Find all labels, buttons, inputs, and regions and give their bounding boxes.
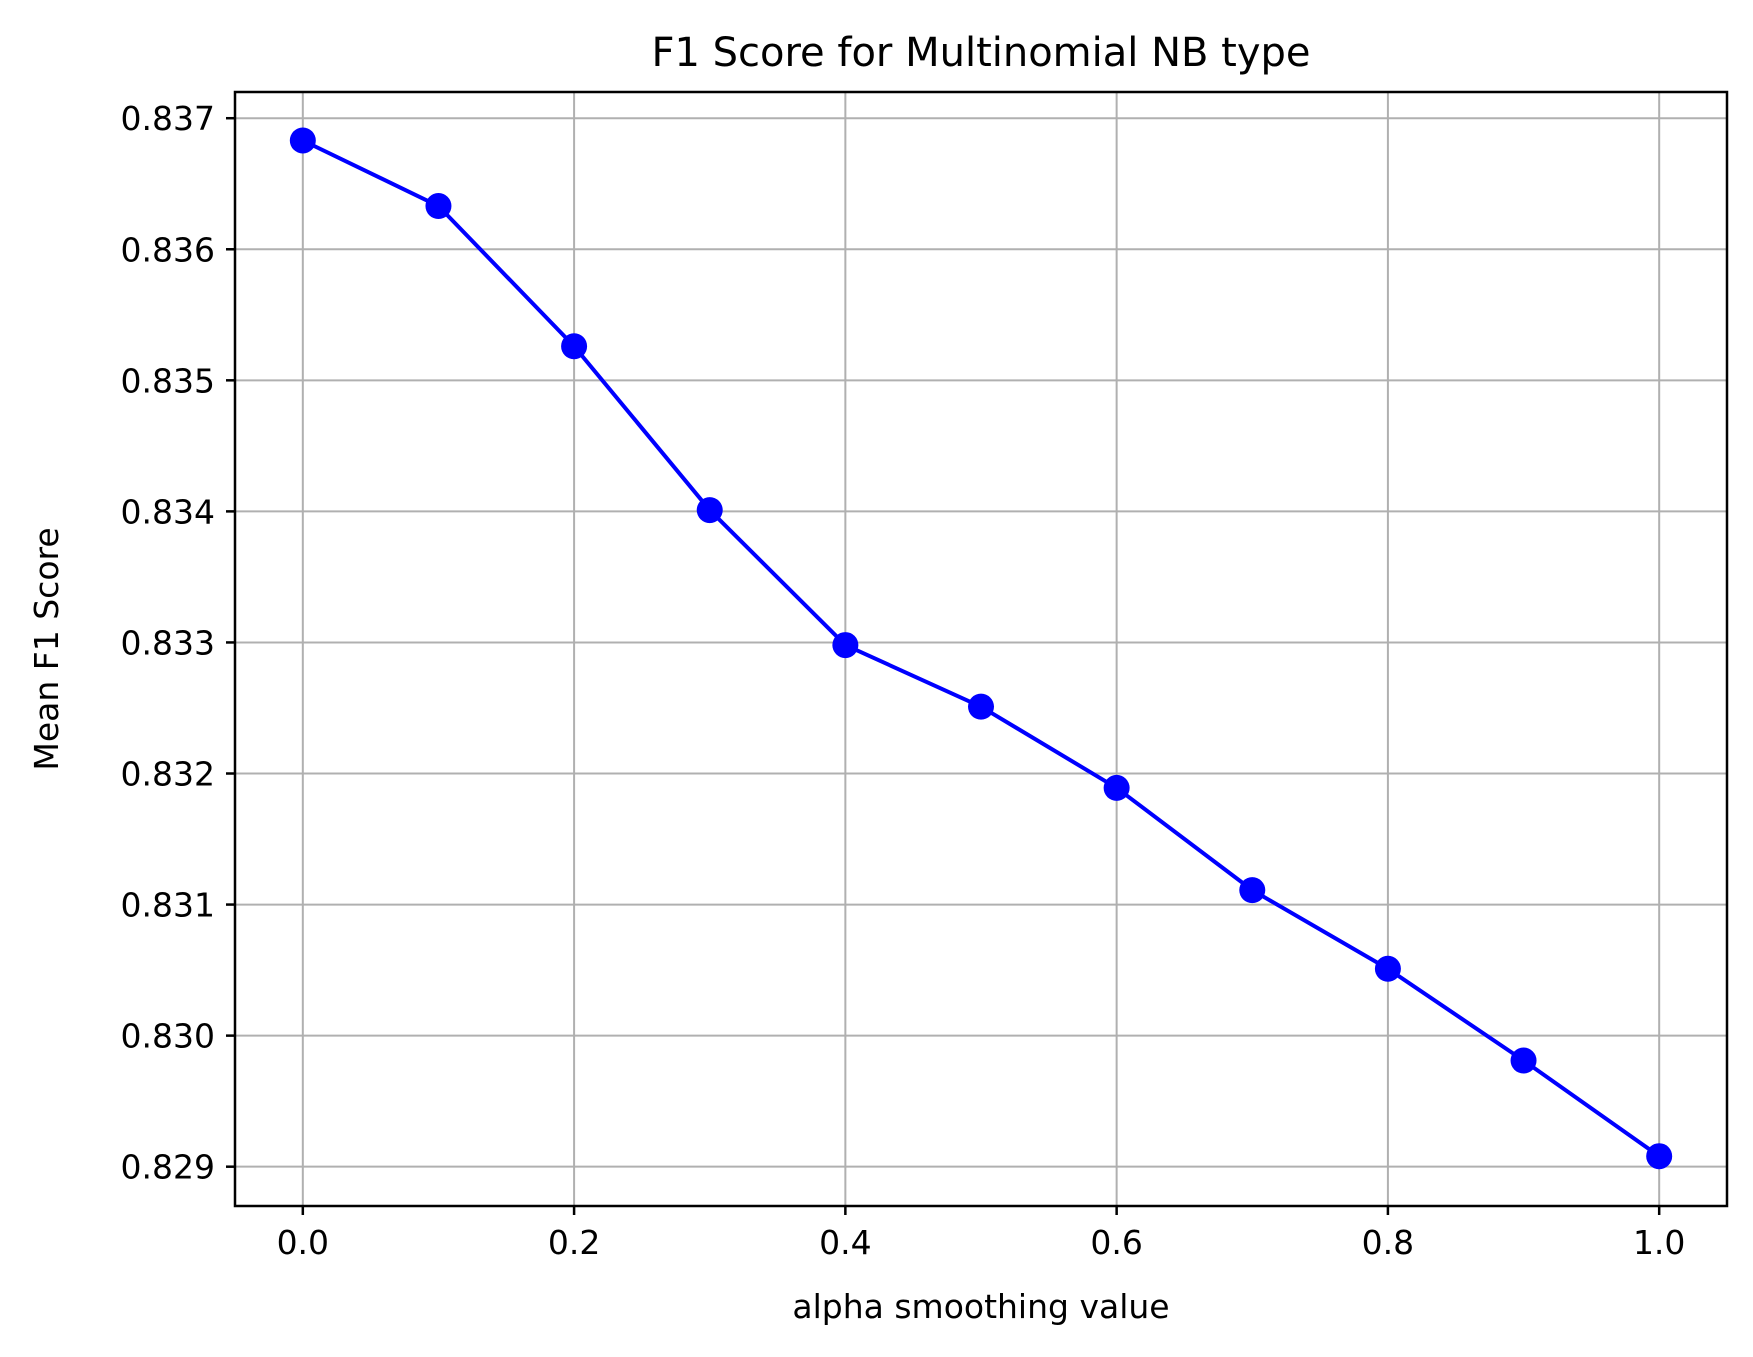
data-point-marker — [561, 333, 588, 360]
y-axis-label: Mean F1 Score — [27, 527, 66, 770]
data-point-marker — [289, 127, 316, 154]
y-tick-label: 0.835 — [121, 361, 215, 400]
grid — [235, 92, 1727, 1206]
data-point-marker — [1103, 774, 1130, 801]
y-tick-label: 0.833 — [121, 623, 215, 662]
y-tick-label: 0.832 — [121, 755, 215, 794]
x-tick-label: 0.0 — [277, 1223, 329, 1262]
data-point-marker — [968, 693, 994, 720]
y-tick-label: 0.834 — [121, 492, 215, 531]
data-point-marker — [832, 632, 859, 659]
x-tick-label: 0.6 — [1090, 1223, 1142, 1262]
series-layer — [289, 127, 1673, 1170]
data-point-marker — [1374, 955, 1401, 982]
plot-area-border — [233, 90, 1729, 1208]
y-tick-label: 0.837 — [121, 99, 215, 138]
x-tick-label: 1.0 — [1633, 1223, 1685, 1262]
y-tick-label: 0.836 — [121, 230, 215, 269]
x-axis-label: alpha smoothing value — [792, 1287, 1169, 1326]
chart-title: F1 Score for Multinomial NB type — [651, 30, 1310, 76]
data-point-marker — [1239, 877, 1266, 904]
tick-layer: 0.0 0.2 0.4 0.6 0.8 1.0 0.829 0.830 0.831 0.832 0.… — [121, 99, 1686, 1262]
x-tick-label: 0.8 — [1362, 1223, 1414, 1262]
x-tick-label: 0.2 — [548, 1223, 600, 1262]
data-point-marker — [696, 497, 723, 524]
plot-frame — [233, 90, 1729, 1208]
y-tick-label: 0.830 — [121, 1017, 215, 1056]
data-point-marker — [1510, 1047, 1537, 1074]
x-tick-label: 0.4 — [819, 1223, 871, 1262]
y-tick-label: 0.831 — [121, 886, 215, 925]
data-point-marker — [1646, 1143, 1673, 1170]
y-tick-label: 0.829 — [121, 1148, 215, 1187]
data-point-marker — [425, 193, 452, 220]
